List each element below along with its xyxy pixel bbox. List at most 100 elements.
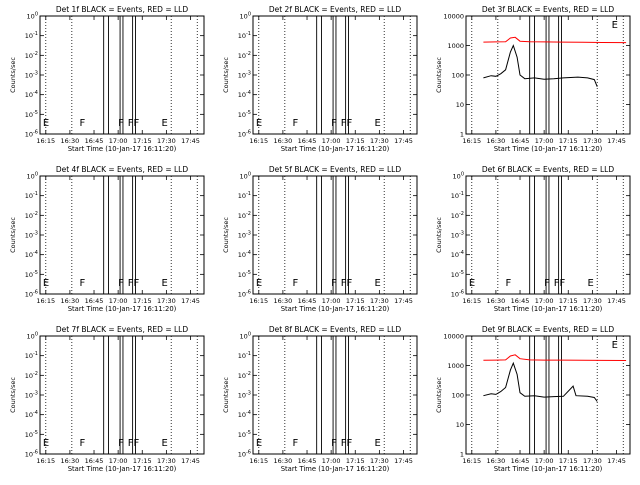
x-tick-label: 17:45 [181, 297, 200, 305]
x-tick-label: 17:30 [157, 137, 176, 145]
x-tick-label: 16:15 [249, 457, 268, 465]
y-tick-label: 10-4 [25, 250, 38, 259]
x-tick-label: 16:30 [274, 137, 293, 145]
x-tick-label: 17:00 [535, 137, 554, 145]
x-axis-label: Start Time (10-Jan-17 16:11:20) [281, 465, 390, 473]
x-tick-label: 16:45 [298, 457, 317, 465]
y-tick-label: 10-6 [238, 130, 251, 139]
y-axis-label: Counts/sec [435, 377, 443, 413]
y-tick-label: 10-2 [25, 371, 38, 380]
interval-letter: F [293, 118, 299, 129]
y-tick-label: 100 [453, 172, 464, 181]
interval-letter: F [331, 278, 337, 289]
y-tick-label: 10-2 [25, 51, 38, 60]
y-tick-label: 10-1 [238, 191, 251, 200]
x-tick-label: 16:45 [85, 297, 104, 305]
x-tick-label: 17:45 [607, 457, 626, 465]
y-tick-label: 10-3 [451, 231, 464, 240]
interval-letter: E [469, 278, 475, 289]
x-axis-label: Start Time (10-Jan-17 16:11:20) [68, 305, 177, 313]
x-tick-label: 16:45 [298, 297, 317, 305]
y-tick-label: 100 [27, 12, 38, 21]
events-series-line [483, 44, 598, 87]
interval-letter: E [588, 278, 594, 289]
panel-title: Det 8f BLACK = Events, RED = LLD [269, 325, 402, 334]
x-tick-label: 16:15 [36, 137, 55, 145]
plot-frame [465, 15, 631, 135]
detector-panel-9f: Det 9f BLACK = Events, RED = LLD E 1 10 100 1… [435, 325, 631, 473]
y-tick-label: 10000 [443, 13, 464, 21]
interval-letter: E [612, 340, 618, 351]
panel-title: Det 7f BLACK = Events, RED = LLD [56, 325, 189, 334]
x-tick-label: 17:45 [394, 457, 413, 465]
plot-frame [252, 175, 418, 295]
x-tick-label: 16:30 [274, 297, 293, 305]
x-tick-label: 17:15 [346, 297, 365, 305]
interval-letter: F [118, 278, 124, 289]
y-tick-label: 10-4 [25, 90, 38, 99]
y-tick-label: 10-2 [238, 211, 251, 220]
x-tick-label: 16:30 [274, 457, 293, 465]
panel-title: Det 6f BLACK = Events, RED = LLD [482, 165, 615, 174]
x-axis-label: Start Time (10-Jan-17 16:11:20) [494, 465, 603, 473]
x-tick-label: 17:15 [133, 137, 152, 145]
y-axis-label: Counts/sec [222, 217, 230, 253]
y-tick-label: 10-3 [238, 71, 251, 80]
y-tick-label: 10-5 [238, 110, 251, 119]
x-tick-label: 17:00 [109, 297, 128, 305]
plot-frame [39, 175, 205, 295]
plot-frame [39, 15, 205, 135]
lld-series-line [483, 36, 627, 44]
y-tick-label: 100 [240, 12, 251, 21]
x-tick-label: 16:45 [85, 137, 104, 145]
interval-letter: F [331, 118, 337, 129]
x-tick-label: 16:15 [36, 457, 55, 465]
y-tick-label: 10-6 [238, 450, 251, 459]
interval-letter: F [293, 438, 299, 449]
interval-letter: E [162, 278, 168, 289]
y-tick-label: 100 [240, 332, 251, 341]
x-tick-label: 16:30 [487, 137, 506, 145]
y-tick-label: 10-5 [238, 430, 251, 439]
y-tick-label: 10-4 [25, 410, 38, 419]
interval-letter: E [43, 278, 49, 289]
y-axis-label: Counts/sec [222, 57, 230, 93]
x-tick-label: 17:15 [133, 457, 152, 465]
interval-letter: E [256, 438, 262, 449]
x-tick-label: 16:15 [36, 297, 55, 305]
interval-letter: E [256, 118, 262, 129]
plot-frame [465, 175, 631, 295]
y-tick-label: 100 [452, 392, 464, 400]
y-tick-label: 10-5 [25, 110, 38, 119]
x-tick-label: 17:45 [181, 457, 200, 465]
y-tick-label: 1000 [447, 42, 464, 50]
x-tick-label: 16:30 [61, 457, 80, 465]
interval-letter: E [43, 118, 49, 129]
y-tick-label: 10-1 [238, 351, 251, 360]
x-tick-label: 17:15 [559, 137, 578, 145]
interval-letter: E [375, 438, 381, 449]
x-tick-label: 17:30 [583, 137, 602, 145]
interval-letter: FF [341, 278, 353, 289]
y-tick-label: 10-6 [451, 290, 464, 299]
x-axis-label: Start Time (10-Jan-17 16:11:20) [68, 145, 177, 153]
x-tick-label: 17:15 [559, 297, 578, 305]
y-tick-label: 10-6 [25, 450, 38, 459]
y-tick-label: 10-1 [25, 351, 38, 360]
x-tick-label: 17:00 [322, 137, 341, 145]
x-tick-label: 16:30 [487, 297, 506, 305]
interval-letter: FF [128, 118, 140, 129]
interval-letter: F [118, 438, 124, 449]
y-tick-label: 10-3 [238, 231, 251, 240]
y-tick-label: 10-5 [25, 430, 38, 439]
panel-title: Det 4f BLACK = Events, RED = LLD [56, 165, 189, 174]
plot-frame [465, 335, 631, 455]
plot-frame [252, 15, 418, 135]
